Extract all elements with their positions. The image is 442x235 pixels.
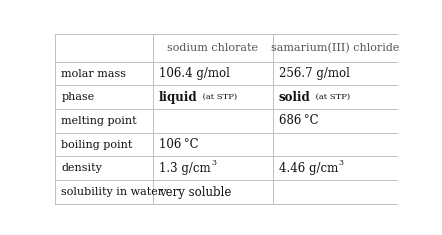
Text: 106 °C: 106 °C [159,138,198,151]
Text: very soluble: very soluble [159,186,232,199]
Text: 3: 3 [339,159,344,167]
Text: 1.3 g/cm: 1.3 g/cm [159,162,211,175]
Text: boiling point: boiling point [61,140,133,150]
Text: density: density [61,163,102,173]
Text: sodium chlorate: sodium chlorate [168,43,258,53]
Text: samarium(III) chloride: samarium(III) chloride [271,43,400,53]
Text: 4.46 g/cm: 4.46 g/cm [279,162,338,175]
Text: solubility in water: solubility in water [61,187,164,197]
Text: (at STP): (at STP) [313,93,351,101]
Text: phase: phase [61,92,95,102]
Text: 256.7 g/mol: 256.7 g/mol [279,67,350,80]
Text: molar mass: molar mass [61,69,126,78]
Text: solid: solid [279,91,311,104]
Text: (at STP): (at STP) [200,93,237,101]
Text: 3: 3 [211,159,216,167]
Text: liquid: liquid [159,91,198,104]
Text: 106.4 g/mol: 106.4 g/mol [159,67,230,80]
Text: melting point: melting point [61,116,137,126]
Text: 686 °C: 686 °C [279,114,319,127]
